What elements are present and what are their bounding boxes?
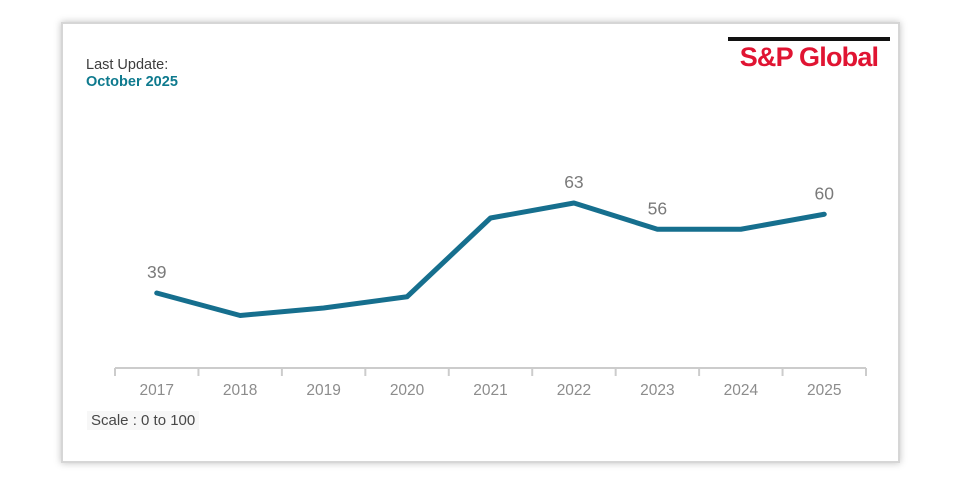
last-update-label: Last Update: — [86, 57, 169, 73]
x-axis-year-label: 2023 — [640, 382, 674, 399]
trend-line — [154, 200, 827, 318]
x-axis-year-label: 2018 — [223, 382, 257, 399]
trend-line-chart: 2017 2018 2019 2020 2021 2022 2023 2024 2025 39 63… — [114, 172, 867, 399]
data-point-label: 39 — [147, 262, 166, 282]
data-point-label: 60 — [815, 183, 835, 203]
x-axis-year-label: 2024 — [724, 382, 759, 399]
data-point-label: 56 — [648, 198, 667, 218]
chart-card: 2017 2018 2019 2020 2021 2022 2023 2024 2025 39 63… — [61, 22, 900, 463]
x-axis-year-label: 2021 — [473, 382, 507, 399]
scale-note: Scale : 0 to 100 — [87, 411, 200, 430]
x-axis-year-label: 2022 — [557, 382, 591, 399]
logo-text: S&P Global — [739, 42, 879, 72]
x-axis-year-label: 2025 — [807, 382, 841, 399]
x-axis-year-label: 2019 — [306, 382, 340, 399]
last-update: Last Update: October 2025 — [86, 57, 178, 90]
sp-global-logo: S&P Global — [728, 37, 890, 73]
last-update-value: October 2025 — [86, 73, 178, 90]
x-axis-year-label: 2020 — [390, 382, 425, 399]
logo-top-bar-icon — [728, 37, 890, 41]
data-point-label: 63 — [564, 172, 583, 192]
x-axis-year-label: 2017 — [139, 382, 173, 399]
